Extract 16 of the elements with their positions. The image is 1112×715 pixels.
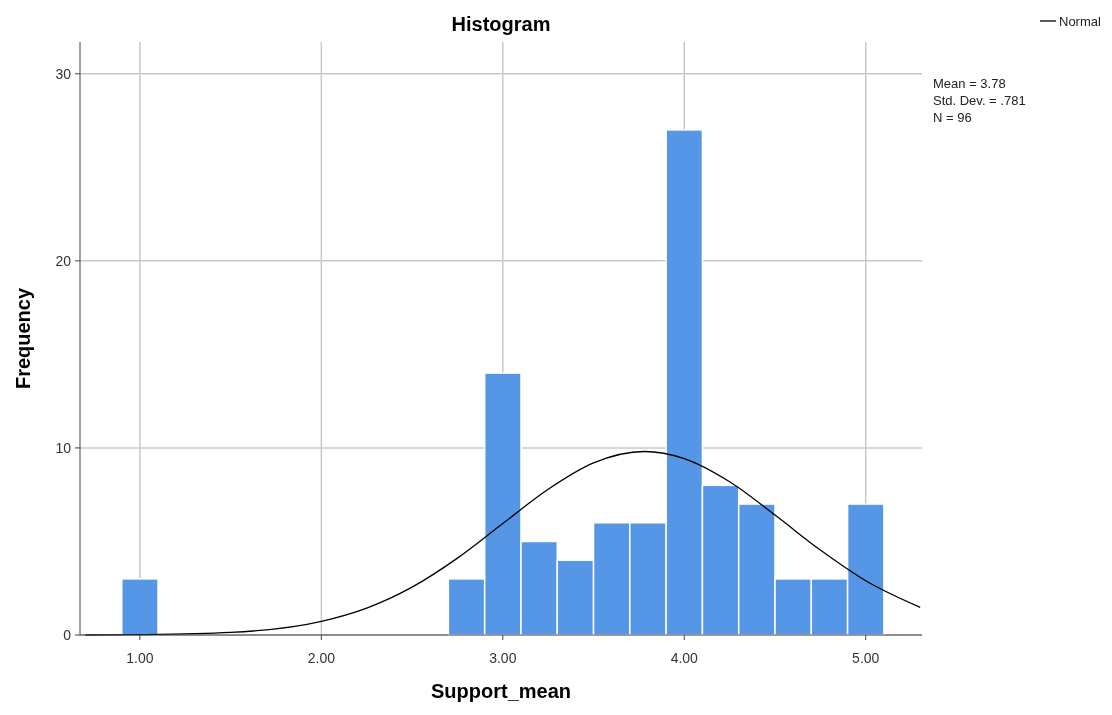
- y-tick-label: 30: [55, 65, 72, 82]
- y-tick-label: 20: [55, 252, 72, 269]
- x-tick-label: 5.00: [852, 650, 880, 666]
- x-tick-label: 2.00: [307, 650, 336, 666]
- x-tick-label: 3.00: [489, 650, 517, 666]
- x-tick-label: 1.00: [126, 650, 154, 666]
- chart-title: Histogram: [451, 13, 551, 35]
- text: N = 96: [933, 110, 972, 125]
- legend-label: Normal: [1059, 13, 1102, 29]
- text: Std. Dev. = .781: [933, 93, 1026, 108]
- text: Mean = 3.78: [933, 76, 1006, 91]
- y-axis-title: Frequency: [12, 287, 34, 390]
- x-axis-title: Support_mean: [430, 680, 572, 702]
- x-tick-label: 4.00: [670, 650, 699, 666]
- y-tick-label: 0: [63, 626, 72, 643]
- y-tick-label: 10: [55, 439, 72, 456]
